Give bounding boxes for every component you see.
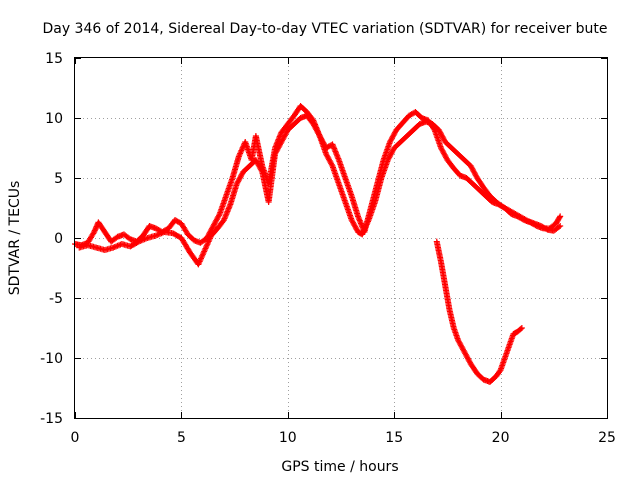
data-point <box>91 229 98 235</box>
data-marks <box>72 103 564 385</box>
x-tick-label: 0 <box>71 430 80 446</box>
data-point <box>215 212 222 219</box>
chart-title: Day 346 of 2014, Sidereal Day-to-day VTE… <box>42 21 607 37</box>
data-point <box>557 223 564 229</box>
y-tick-labels: -15 -10 -5 0 5 10 15 <box>40 51 63 427</box>
data-point <box>496 368 503 375</box>
y-tick-label: -15 <box>40 411 63 427</box>
series-track-3 <box>433 238 525 385</box>
data-point <box>258 167 265 174</box>
data-point <box>328 161 335 168</box>
data-point <box>557 213 564 220</box>
series-track-1 <box>72 103 564 249</box>
data-point <box>556 214 563 221</box>
data-point <box>91 227 98 234</box>
plot-frame <box>74 57 608 419</box>
data-point <box>134 239 141 246</box>
y-tick-label: 15 <box>45 51 63 67</box>
data-point <box>92 224 99 231</box>
data-point <box>555 223 562 230</box>
data-point <box>92 226 99 233</box>
y-tick-label: -10 <box>40 351 63 367</box>
x-tick-label: 20 <box>492 430 510 446</box>
y-tick-label: -5 <box>49 291 63 307</box>
data-point <box>517 325 524 332</box>
y-tick-label: 5 <box>54 171 63 187</box>
y-tick-label: 10 <box>45 111 63 127</box>
x-tick-label: 15 <box>385 430 403 446</box>
y-axis-label: SDTVAR / TECUs <box>7 181 23 296</box>
x-tick-label: 5 <box>177 430 186 446</box>
x-tick-label: 25 <box>598 430 616 446</box>
grid <box>75 58 607 418</box>
data-point <box>518 325 525 331</box>
x-axis-label: GPS time / hours <box>281 459 398 475</box>
data-point <box>316 131 323 138</box>
series-track-2 <box>76 112 564 268</box>
x-tick-labels: 0 5 10 15 20 25 <box>71 430 616 446</box>
x-tick-label: 10 <box>279 430 297 446</box>
y-tick-label: 0 <box>54 231 63 247</box>
